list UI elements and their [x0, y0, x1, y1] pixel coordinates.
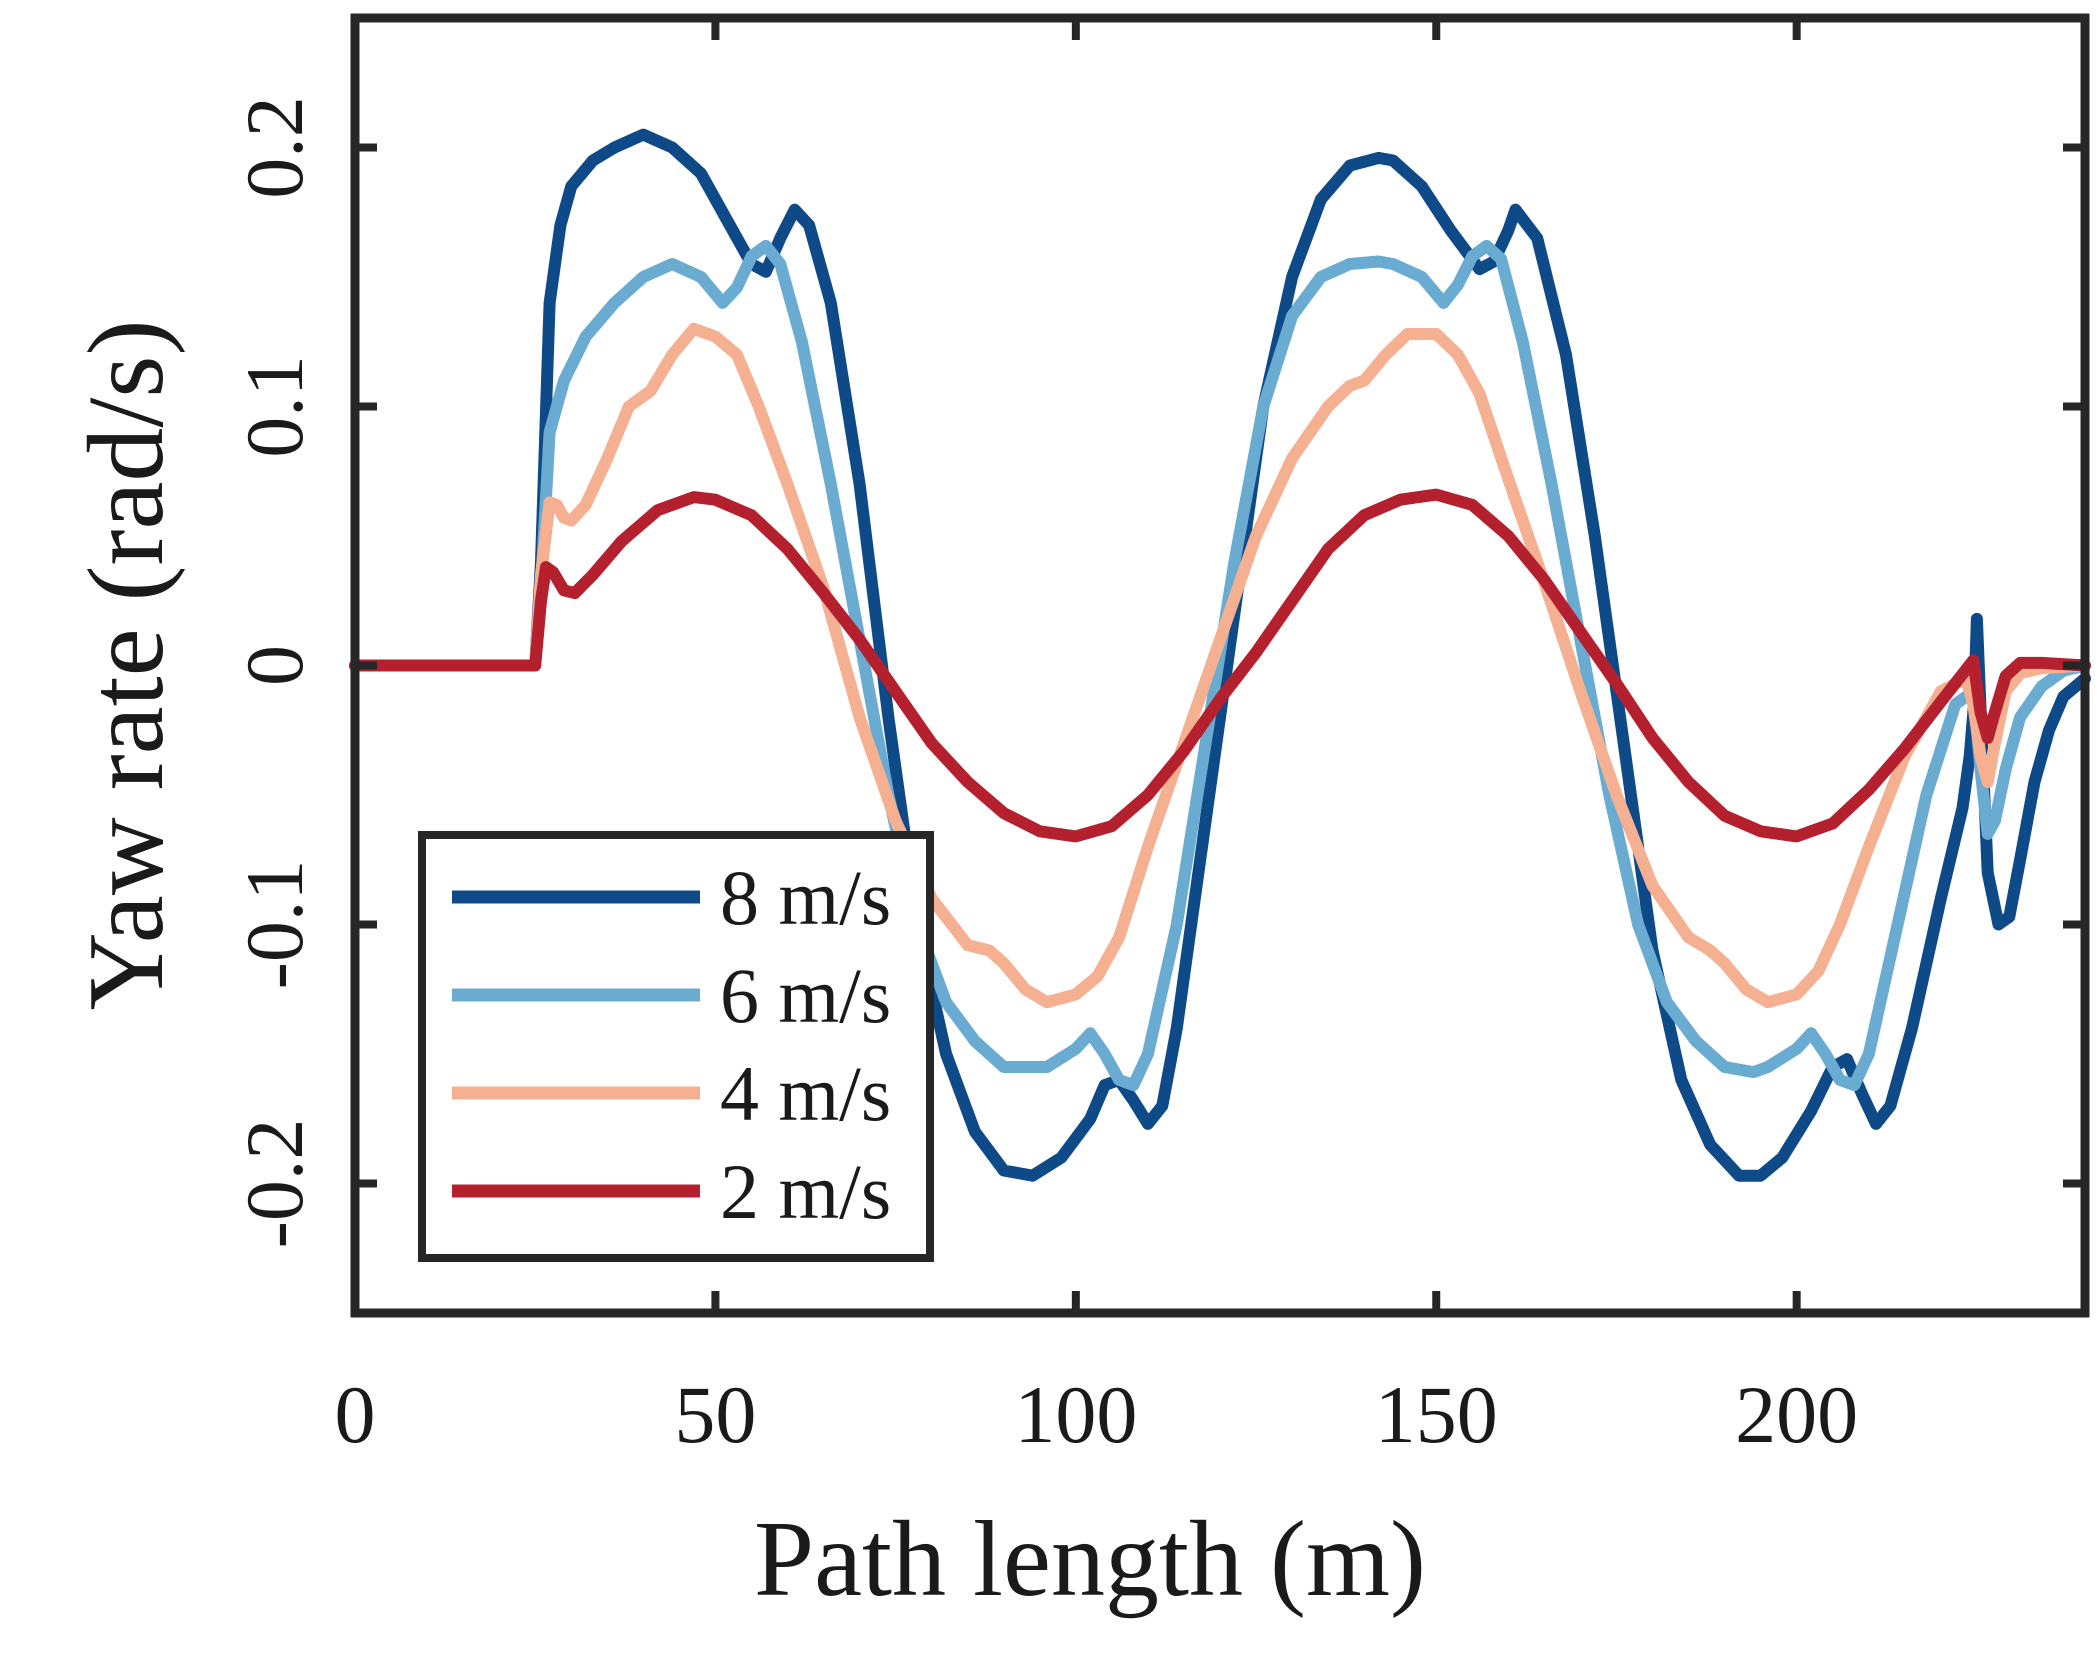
series-line-3: [349, 322, 2091, 1009]
y-tick-label: -0.2: [229, 1119, 320, 1249]
y-tick-label: 0: [229, 645, 320, 686]
y-axis-label: Yaw rate (rad/s): [67, 320, 186, 1011]
legend-label-2: 6 m/s: [720, 952, 891, 1039]
series-layer: [349, 128, 2091, 1182]
legend: 8 m/s 6 m/s 4 m/s 2 m/s: [418, 831, 934, 1262]
series-line-4: [349, 488, 2091, 843]
x-tick-label: 200: [1735, 1369, 1858, 1460]
x-tick-label: 150: [1375, 1369, 1498, 1460]
x-axis-label: Path length (m): [754, 1500, 1426, 1619]
tick-layer: 0 50 100 150 200 -0.2 -0.1 0 0.1 0.2: [229, 18, 2085, 1460]
legend-label-4: 2 m/s: [720, 1148, 891, 1235]
y-tick-label: 0.1: [229, 355, 320, 458]
series-line-2: [349, 239, 2091, 1092]
x-tick-label: 50: [674, 1369, 756, 1460]
legend-label-3: 4 m/s: [720, 1050, 891, 1137]
x-tick-label: 100: [1014, 1369, 1137, 1460]
legend-label-1: 8 m/s: [720, 854, 891, 941]
series-line-1: [349, 128, 2091, 1182]
x-tick-label: 0: [335, 1369, 376, 1460]
y-tick-label: -0.1: [229, 860, 320, 990]
y-tick-label: 0.2: [229, 96, 320, 199]
